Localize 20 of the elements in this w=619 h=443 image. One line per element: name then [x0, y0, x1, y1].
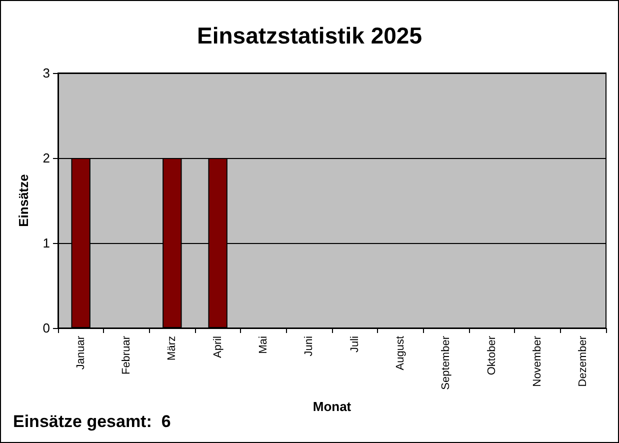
x-tick-label: Dezember: [577, 336, 590, 387]
x-tick-label: Mai: [258, 336, 270, 354]
x-tick-label: Juni: [303, 336, 316, 356]
text: Einsätze gesamt: 6: [13, 412, 171, 431]
y-tick-label: 2: [42, 150, 50, 166]
x-tick-label: April: [212, 336, 224, 358]
x-tick-label: Juli: [348, 336, 361, 353]
y-tick-label: 3: [42, 66, 50, 80]
y-tick-label: 0: [42, 320, 50, 336]
x-tick-label: März: [166, 336, 178, 360]
x-tick-label: November: [532, 336, 544, 387]
chart-title: Einsatzstatistik 2025: [196, 22, 422, 48]
x-tick-label: Januar: [74, 336, 87, 370]
x-tick-label: September: [440, 336, 452, 390]
x-axis-title: Monat: [312, 399, 352, 414]
x-tick-label: Februar: [120, 336, 132, 375]
y-tick-label: 1: [42, 236, 50, 250]
x-tick-label: Oktober: [486, 336, 498, 376]
x-tick-label: August: [394, 336, 406, 370]
y-axis-title: Einsätze: [16, 174, 31, 227]
